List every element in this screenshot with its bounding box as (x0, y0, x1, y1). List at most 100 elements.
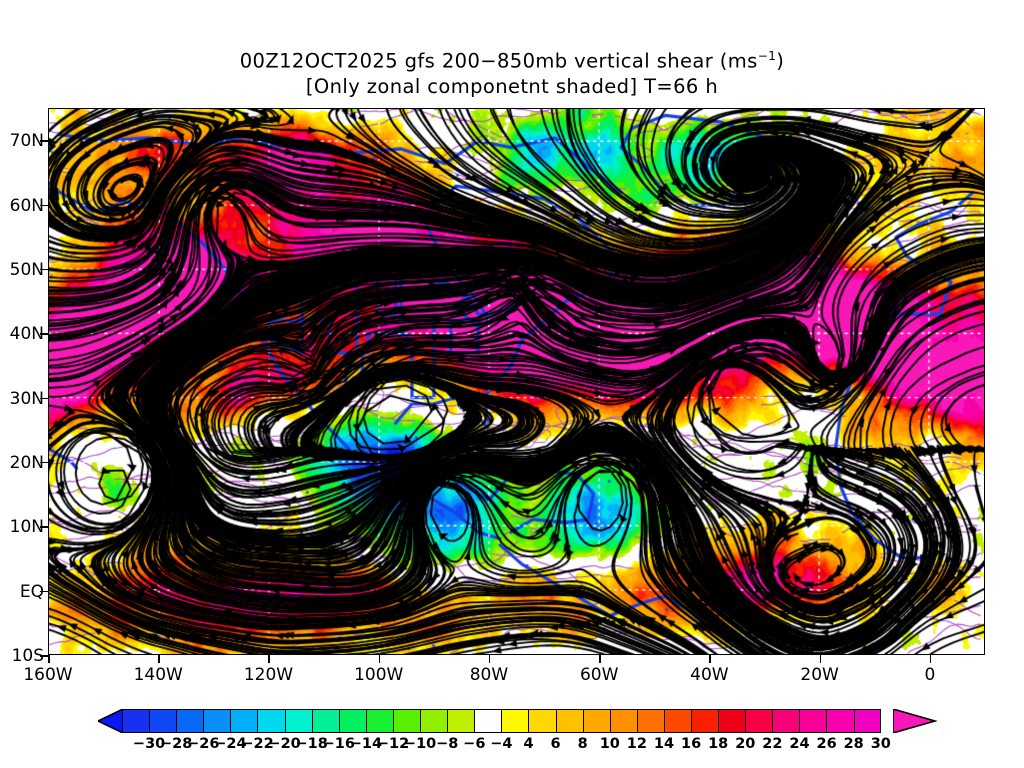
colorbar-swatch (826, 709, 854, 733)
colorbar-swatch (392, 709, 421, 733)
colorbar-tick-label: 28 (843, 736, 864, 752)
colorbar-tick-label: −4 (490, 736, 513, 752)
colorbar-swatch (447, 709, 475, 733)
colorbar-swatch (853, 709, 881, 733)
colorbar-tick-label: −20 (268, 736, 301, 752)
colorbar-tick-label: 22 (762, 736, 783, 752)
colorbar-tick-label: −22 (241, 736, 274, 752)
colorbar-swatch (501, 709, 529, 733)
x-axis-label-60w: 60W (579, 665, 619, 685)
x-axis-label-100w: 100W (354, 665, 404, 685)
colorbar-tick-label: −18 (295, 736, 328, 752)
colorbar-tick-label: 10 (599, 736, 620, 752)
colorbar-swatch (284, 709, 312, 733)
y-axis-label-10n: 10N (9, 517, 44, 538)
y-axis-label-10s: 10S (11, 646, 44, 666)
colorbar-tick-label: −10 (403, 736, 437, 752)
y-axis-tick (40, 526, 48, 528)
y-axis-label-60n: 60N (9, 195, 44, 216)
colorbar-swatches (122, 709, 881, 733)
colorbar-tick-label: 14 (653, 736, 675, 752)
map-plot-area[interactable] (48, 108, 985, 655)
colorbar-swatch (176, 709, 204, 733)
colorbar-tick-label: −26 (187, 736, 220, 752)
colorbar-tick-label: 6 (550, 736, 561, 752)
colorbar-swatch (365, 709, 393, 733)
colorbar-tick-label: 20 (735, 736, 756, 752)
colorbar-tick-label: 18 (708, 736, 729, 752)
colorbar-tick-label: 16 (681, 736, 702, 752)
colorbar-swatch (420, 709, 448, 733)
x-axis-label-0: 0 (924, 665, 936, 685)
x-axis-tick (709, 655, 711, 663)
y-axis-label-20n: 20N (9, 452, 44, 473)
colorbar-tick-label: 26 (816, 736, 837, 752)
colorbar-tick-label: 4 (523, 736, 534, 752)
y-axis-label-70n: 70N (9, 131, 44, 152)
y-axis-tick (40, 140, 48, 142)
x-axis-label-80w: 80W (469, 665, 509, 685)
x-axis-tick (599, 655, 601, 663)
colorbar-extend-low-arrow-icon (98, 709, 123, 733)
chart-title-block: 00Z12OCT2025 gfs 200−850mb vertical shea… (0, 44, 1024, 99)
x-axis-tick (268, 655, 270, 663)
title-line-1: 00Z12OCT2025 gfs 200−850mb vertical shea… (0, 44, 1024, 74)
x-axis-label-140w: 140W (133, 665, 183, 685)
colorbar-tick-label: −16 (322, 736, 355, 752)
y-axis-tick (40, 204, 48, 207)
x-axis-tick (48, 655, 50, 663)
title-line-1-text: 00Z12OCT2025 gfs 200−850mb vertical shea… (239, 49, 758, 73)
x-axis-tick (378, 655, 381, 663)
colorbar-swatch (663, 709, 691, 733)
colorbar-tick-label: −24 (214, 736, 247, 752)
colorbar-swatch (311, 709, 339, 733)
title-line-1-tail: ) (776, 49, 785, 73)
x-axis-tick (158, 655, 160, 663)
colorbar-swatch (690, 709, 719, 733)
colorbar-swatch (474, 709, 502, 733)
colorbar-swatch (230, 709, 258, 733)
colorbar-swatch (636, 709, 664, 733)
colorbar-tick-label: 30 (870, 736, 891, 752)
y-axis-tick (40, 397, 48, 400)
x-axis-label-40w: 40W (690, 665, 729, 685)
colorbar-swatch (609, 709, 637, 733)
colorbar-swatch (555, 709, 583, 733)
colorbar-swatch (203, 709, 231, 733)
y-axis-label-50n: 50N (9, 259, 44, 280)
colorbar-swatch (149, 709, 177, 733)
colorbar-tick-label: −14 (349, 736, 383, 752)
colorbar-swatch (528, 709, 556, 733)
y-axis-label-eq: EQ (19, 581, 44, 602)
colorbar-extend-high-arrow-icon (893, 709, 937, 733)
colorbar-tick-label: −6 (463, 736, 486, 752)
y-axis-label-40n: 40N (9, 324, 44, 345)
colorbar-swatch (338, 709, 366, 733)
colorbar-tick-label: −30 (132, 736, 166, 752)
colorbar-tick-label: −12 (376, 736, 410, 752)
colorbar-swatch (582, 709, 610, 733)
colorbar-tick-label: 8 (577, 736, 588, 752)
x-axis-tick (929, 655, 932, 663)
colorbar-swatch (799, 709, 827, 733)
x-axis-tick (819, 655, 822, 663)
y-axis-tick (40, 333, 48, 335)
x-axis-tick (488, 655, 491, 663)
colorbar-tick-label: −28 (160, 736, 193, 752)
x-axis-label-120w: 120W (243, 665, 294, 685)
y-axis-tick (40, 590, 48, 593)
shear-heatmap-canvas (49, 109, 984, 654)
colorbar-tick-label: 12 (626, 736, 647, 752)
y-axis-tick (40, 268, 48, 271)
y-axis-label-30n: 30N (9, 388, 44, 409)
title-superscript: −1 (757, 49, 777, 63)
colorbar-tick-label: −8 (436, 736, 459, 752)
y-axis-tick (40, 655, 48, 657)
colorbar-swatch (772, 709, 800, 733)
x-axis-label-20w: 20W (800, 665, 839, 685)
colorbar-swatch (122, 709, 150, 733)
colorbar-tick-label: 24 (789, 736, 810, 752)
colorbar[interactable]: −30 −28 −26 −24 −22 −20 −18 −16 −14 −12 −10 −8 −6 −4 4… (0, 704, 1024, 768)
colorbar-tick-labels: −30 −28 −26 −24 −22 −20 −18 −16 −14 −12 −10 −8 −6 −4 4… (0, 736, 1024, 760)
title-line-2: [Only zonal componetnt shaded] T=66 h (305, 74, 719, 98)
